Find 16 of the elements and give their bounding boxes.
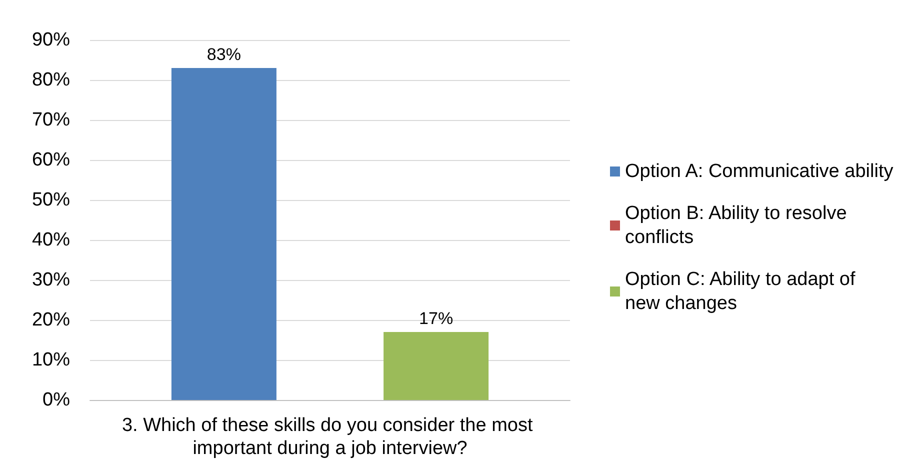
y-tick-label: 30% [32, 270, 70, 290]
y-tick-label: 40% [32, 230, 70, 250]
data-label: 83% [206, 45, 241, 64]
y-tick-label: 90% [32, 30, 70, 50]
y-tick-label: 60% [32, 150, 70, 170]
y-tick-label: 50% [32, 190, 70, 210]
data-label: 17% [419, 309, 454, 328]
y-tick-label: 70% [32, 110, 70, 130]
y-tick-label: 20% [32, 310, 70, 330]
legend-label: Option A: Communicative ability [625, 161, 894, 182]
x-tick-label: 3. Which of these skills do you consider the most important during a job interview? [122, 415, 538, 459]
y-tick-label: 0% [42, 390, 70, 410]
y-tick-label: 80% [32, 70, 70, 90]
legend-label: Option C: Ability to adapt of new changes [625, 269, 861, 314]
y-tick-label: 10% [32, 350, 70, 370]
legend-label: Option B: Ability to resolve conflicts [625, 203, 852, 248]
